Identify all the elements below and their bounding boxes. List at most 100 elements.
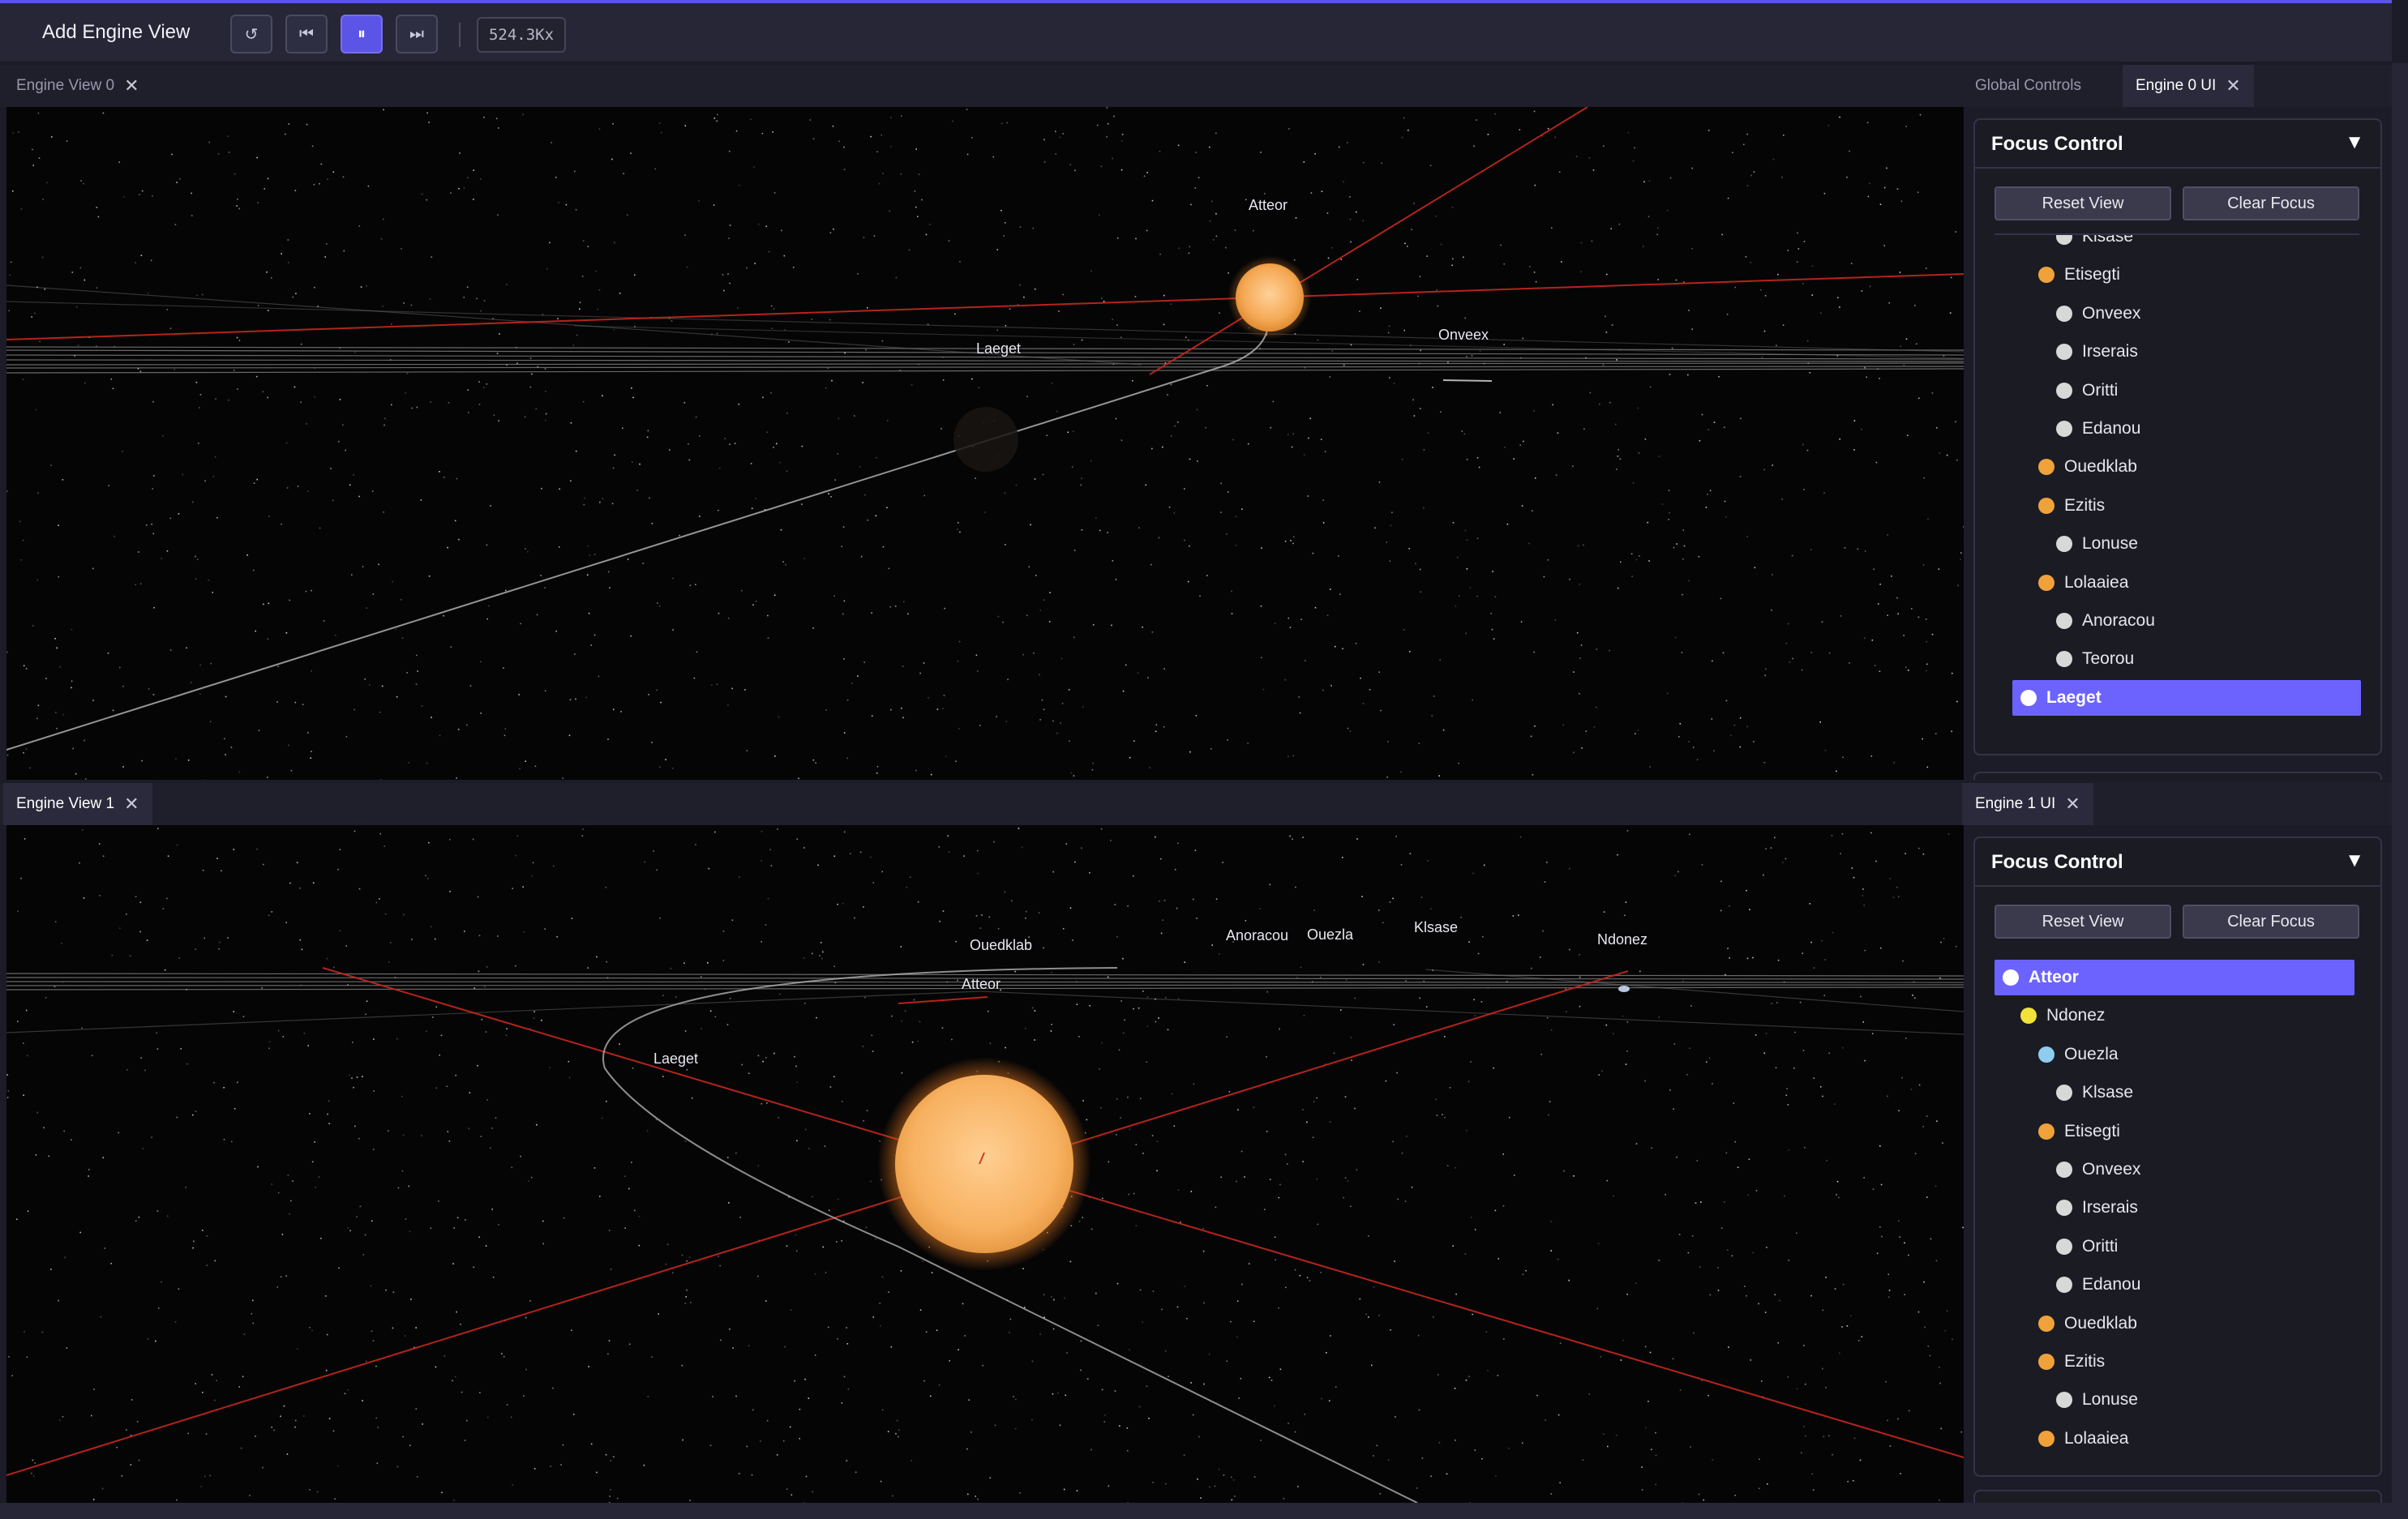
label-anoracou-1[interactable]: Anoracou <box>1226 927 1289 943</box>
tab-global-controls[interactable]: Global Controls <box>1962 65 2094 107</box>
focus-item-edanou[interactable]: Edanou <box>2048 1267 2354 1303</box>
pause-button[interactable]: ⏸ <box>341 15 383 53</box>
skip-back-icon: ⏮ <box>299 24 314 43</box>
reset-view-button[interactable]: Reset View <box>1995 186 2171 220</box>
tab-engine-1-ui[interactable]: Engine 1 UI ✕ <box>1962 783 2093 825</box>
focus-item-oritti[interactable]: Oritti <box>2048 1229 2354 1264</box>
tab-engine-view-0[interactable]: Engine View 0 ✕ <box>3 65 152 107</box>
focus-item-anoracou[interactable]: Anoracou <box>2048 603 2361 639</box>
focus-item-label: Ezitis <box>2064 1352 2106 1371</box>
focus-item-teorou[interactable]: Teorou <box>2048 641 2361 677</box>
step-back-button[interactable]: ⏮ <box>285 15 328 53</box>
focus-item-edanou[interactable]: Edanou <box>2048 411 2361 447</box>
close-icon[interactable]: ✕ <box>124 794 139 814</box>
body-color-dot-icon <box>2020 689 2037 706</box>
top-toolbar: Add Engine View ↺ ⏮ ⏸ ⏭ 524.3Kx <box>0 0 2392 63</box>
focus-item-ouedklab[interactable]: Ouedklab <box>2030 449 2361 485</box>
focus-item-label: Onveex <box>2082 303 2141 323</box>
focus-item-irserais[interactable]: Irserais <box>2048 1190 2354 1226</box>
focus-item-onveex[interactable]: Onveex <box>2048 296 2361 332</box>
scene-0-svg <box>6 107 1964 780</box>
focus-item-ouedklab[interactable]: Ouedklab <box>2030 1306 2354 1341</box>
body-color-dot-icon <box>2056 382 2072 399</box>
label-onveex-0[interactable]: Onveex <box>1438 327 1489 343</box>
focus-item-ouezla[interactable]: Ouezla <box>2030 1037 2354 1072</box>
label-ouezla-1[interactable]: Ouezla <box>1307 926 1354 943</box>
axis-lines-0 <box>6 107 1964 375</box>
laeget-planet-0[interactable] <box>953 407 1018 472</box>
focus-item-label: Ezitis <box>2064 495 2106 515</box>
focus-item-ezitis[interactable]: Ezitis <box>2030 1344 2354 1380</box>
panel-0-overflow-edge <box>1973 772 2382 780</box>
focus-item-label: Laeget <box>2046 687 2102 707</box>
label-atteor-0[interactable]: Atteor <box>1249 197 1288 213</box>
laeget-orbit-1 <box>602 967 1418 1503</box>
focus-item-klsase[interactable]: Klsase <box>2048 1075 2354 1110</box>
collapse-toggle-icon[interactable]: ▼ <box>2345 131 2364 153</box>
body-color-dot-icon <box>2056 1277 2072 1294</box>
focus-item-ndonez[interactable]: Ndonez <box>2012 998 2354 1033</box>
focus-item-label: Lolaaiea <box>2064 572 2129 592</box>
reset-view-button[interactable]: Reset View <box>1995 905 2171 939</box>
focus-item-ezitis[interactable]: Ezitis <box>2030 488 2361 524</box>
focus-item-label: Edanou <box>2082 1275 2141 1294</box>
focus-item-lolaaiea[interactable]: Lolaaiea <box>2030 565 2361 601</box>
tab-label: Engine View 1 <box>16 795 115 812</box>
focus-item-laeget[interactable]: Laeget <box>2012 679 2361 716</box>
clear-focus-button[interactable]: Clear Focus <box>2183 186 2359 220</box>
engine-view-0-canvas[interactable]: Atteor Laeget Onveex <box>6 107 1964 780</box>
body-color-dot-icon <box>2038 1354 2055 1370</box>
focus-item-label: Lolaaiea <box>2064 1428 2129 1448</box>
focus-item-etisegti[interactable]: Etisegti <box>2030 1114 2354 1149</box>
clear-focus-button[interactable]: Clear Focus <box>2183 905 2359 939</box>
body-color-dot-icon <box>2038 497 2055 514</box>
close-icon[interactable]: ✕ <box>124 75 139 96</box>
tab-label: Engine 0 UI <box>2136 77 2217 94</box>
body-color-dot-icon <box>2003 969 2019 986</box>
focus-item-onveex[interactable]: Onveex <box>2048 1152 2354 1187</box>
tab-engine-0-ui[interactable]: Engine 0 UI ✕ <box>2123 65 2254 107</box>
tab-label: Global Controls <box>1975 77 2081 94</box>
label-atteor-1[interactable]: Atteor <box>962 976 1001 992</box>
sun-atteor-0[interactable] <box>1236 263 1304 332</box>
body-color-dot-icon <box>2038 1430 2055 1447</box>
focus-item-lonuse[interactable]: Lonuse <box>2048 1382 2354 1418</box>
reset-simulation-button[interactable]: ↺ <box>230 15 272 53</box>
label-ndonez-1[interactable]: Ndonez <box>1597 931 1648 948</box>
reset-icon: ↺ <box>244 25 259 44</box>
focus-item-label: Anoracou <box>2082 611 2155 630</box>
focus-item-label: Etisegti <box>2064 1121 2120 1140</box>
focus-item-label: Ndonez <box>2046 1006 2106 1025</box>
body-color-dot-icon <box>2056 1392 2072 1409</box>
step-forward-button[interactable]: ⏭ <box>396 15 438 53</box>
ndonez-planet-1[interactable] <box>1618 986 1630 992</box>
focus-item-etisegti[interactable]: Etisegti <box>2030 257 2361 293</box>
add-engine-view-button[interactable]: Add Engine View <box>42 21 191 43</box>
label-klsase-1[interactable]: Klsase <box>1414 919 1459 935</box>
focus-item-klsase[interactable]: Klsase <box>2048 235 2361 255</box>
body-color-dot-icon <box>2056 1238 2072 1255</box>
label-laeget-0[interactable]: Laeget <box>976 340 1022 357</box>
close-icon[interactable]: ✕ <box>2226 75 2241 96</box>
focus-item-label: Oritti <box>2082 1236 2119 1256</box>
sun-atteor-1[interactable] <box>895 1075 1073 1253</box>
pause-icon: ⏸ <box>358 24 366 43</box>
focus-item-irserais[interactable]: Irserais <box>2048 334 2361 370</box>
tab-engine-view-1[interactable]: Engine View 1 ✕ <box>3 783 152 825</box>
focus-item-atteor[interactable]: Atteor <box>1995 960 2354 995</box>
focus-item-label: Lonuse <box>2082 1390 2138 1410</box>
focus-control-panel-0: Focus Control ▼ Reset View Clear Focus K… <box>1973 118 2382 755</box>
panel-divider <box>1975 885 2380 887</box>
close-icon[interactable]: ✕ <box>2065 794 2080 814</box>
panel-1-tabbar: Engine 1 UI ✕ <box>1962 783 2392 825</box>
skip-forward-icon: ⏭ <box>409 24 424 43</box>
label-laeget-1[interactable]: Laeget <box>653 1050 699 1067</box>
body-color-dot-icon <box>2038 459 2055 476</box>
collapse-toggle-icon[interactable]: ▼ <box>2345 849 2364 871</box>
focus-item-oritti[interactable]: Oritti <box>2048 373 2361 409</box>
focus-item-lonuse[interactable]: Lonuse <box>2048 526 2361 562</box>
label-ouedklab-1[interactable]: Ouedklab <box>970 937 1033 953</box>
engine-view-1-canvas[interactable]: Ouedklab Atteor Anoracou Ouezla Klsase N… <box>6 825 1964 1503</box>
focus-item-lolaaiea[interactable]: Lolaaiea <box>2030 1421 2354 1457</box>
